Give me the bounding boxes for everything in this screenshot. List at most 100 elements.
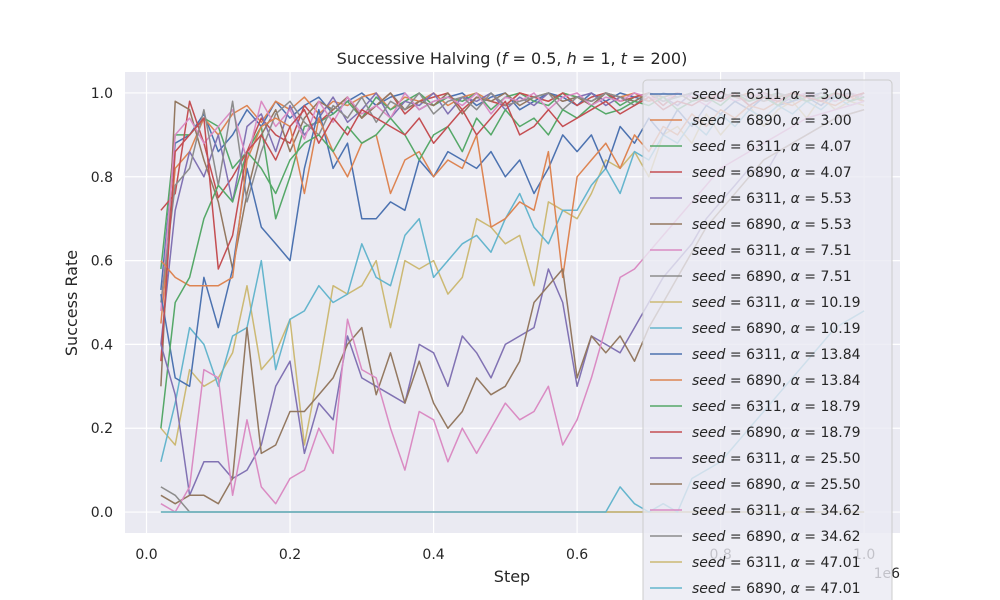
legend-entry: seed = 6890, α = 3.00 xyxy=(650,113,852,129)
legend-label: seed = 6890, α = 4.07 xyxy=(692,165,852,181)
legend-seed-eq: = xyxy=(725,347,746,363)
title-h-value: 1 xyxy=(600,49,610,68)
legend-alpha-value: 5.53 xyxy=(820,191,851,207)
legend-seed-eq: = xyxy=(725,451,746,467)
x-tick-label: 0.0 xyxy=(135,547,157,563)
legend-alpha-symbol: α xyxy=(791,243,801,259)
legend-seed-value: 6311 xyxy=(746,399,782,415)
legend-alpha-value: 7.51 xyxy=(820,243,851,259)
legend-seed-value: 6890 xyxy=(746,581,782,597)
legend-sep: , xyxy=(782,399,791,415)
legend-seed-symbol: seed xyxy=(692,503,726,519)
legend-sep: , xyxy=(782,529,791,545)
legend-entry: seed = 6311, α = 13.84 xyxy=(650,347,861,363)
legend-entry: seed = 6311, α = 10.19 xyxy=(650,295,861,311)
title-h-symbol: h xyxy=(567,49,577,68)
legend-alpha-value: 18.79 xyxy=(820,425,860,441)
legend-alpha-symbol: α xyxy=(791,529,801,545)
legend-entry: seed = 6311, α = 34.62 xyxy=(650,503,861,519)
legend-alpha-eq: = xyxy=(800,451,821,467)
legend-alpha-value: 25.50 xyxy=(820,451,860,467)
title-f-eq: = xyxy=(507,49,531,68)
legend-alpha-eq: = xyxy=(800,555,821,571)
legend-seed-value: 6890 xyxy=(746,269,782,285)
legend-entry: seed = 6890, α = 47.01 xyxy=(650,581,861,597)
legend-seed-eq: = xyxy=(725,399,746,415)
legend-seed-eq: = xyxy=(725,581,746,597)
legend-alpha-symbol: α xyxy=(791,269,801,285)
legend-seed-symbol: seed xyxy=(692,295,726,311)
legend-alpha-eq: = xyxy=(800,165,821,181)
legend-seed-eq: = xyxy=(725,477,746,493)
legend-label: seed = 6890, α = 3.00 xyxy=(692,113,852,129)
legend-alpha-value: 5.53 xyxy=(820,217,851,233)
legend-sep: , xyxy=(782,243,791,259)
legend-alpha-symbol: α xyxy=(791,321,801,337)
legend-alpha-value: 13.84 xyxy=(820,373,860,389)
legend-alpha-symbol: α xyxy=(791,87,801,103)
legend-entry: seed = 6311, α = 25.50 xyxy=(650,451,861,467)
legend-alpha-eq: = xyxy=(800,581,821,597)
legend-sep: , xyxy=(782,113,791,129)
legend-label: seed = 6890, α = 34.62 xyxy=(692,529,861,545)
legend-seed-value: 6890 xyxy=(746,321,782,337)
chart-title-suffix: ) xyxy=(681,49,687,68)
legend-sep: , xyxy=(782,555,791,571)
legend-alpha-eq: = xyxy=(800,295,821,311)
legend-alpha-value: 13.84 xyxy=(820,347,860,363)
legend-seed-eq: = xyxy=(725,529,746,545)
legend-seed-eq: = xyxy=(725,217,746,233)
y-tick-label: 0.8 xyxy=(91,170,113,186)
legend-seed-symbol: seed xyxy=(692,139,726,155)
legend-alpha-eq: = xyxy=(800,503,821,519)
legend-alpha-symbol: α xyxy=(791,347,801,363)
legend-entry: seed = 6311, α = 4.07 xyxy=(650,139,852,155)
legend-seed-eq: = xyxy=(725,555,746,571)
title-sep-1: , xyxy=(556,49,566,68)
legend-seed-value: 6311 xyxy=(746,347,782,363)
legend-label: seed = 6311, α = 7.51 xyxy=(692,243,852,259)
legend-label: seed = 6890, α = 18.79 xyxy=(692,425,861,441)
y-tick-labels: 0.0 0.2 0.4 0.6 0.8 1.0 xyxy=(91,86,113,521)
legend-seed-eq: = xyxy=(725,139,746,155)
legend-seed-value: 6890 xyxy=(746,373,782,389)
legend-seed-eq: = xyxy=(725,87,746,103)
legend-alpha-symbol: α xyxy=(791,373,801,389)
title-t-eq: = xyxy=(627,49,651,68)
legend-sep: , xyxy=(782,373,791,389)
legend-seed-value: 6311 xyxy=(746,243,782,259)
legend-alpha-symbol: α xyxy=(791,217,801,233)
legend-alpha-eq: = xyxy=(800,139,821,155)
legend-seed-value: 6890 xyxy=(746,425,782,441)
legend-entry: seed = 6311, α = 7.51 xyxy=(650,243,852,259)
legend-alpha-value: 25.50 xyxy=(820,477,860,493)
legend-entry: seed = 6890, α = 13.84 xyxy=(650,373,861,389)
legend-entry: seed = 6890, α = 7.51 xyxy=(650,269,852,285)
legend-seed-eq: = xyxy=(725,269,746,285)
legend-sep: , xyxy=(782,425,791,441)
legend-alpha-symbol: α xyxy=(791,503,801,519)
x-tick-label: 0.2 xyxy=(279,547,301,563)
legend-alpha-eq: = xyxy=(800,373,821,389)
legend-alpha-symbol: α xyxy=(791,191,801,207)
legend-alpha-eq: = xyxy=(800,87,821,103)
legend-entry: seed = 6890, α = 18.79 xyxy=(650,425,861,441)
legend-alpha-symbol: α xyxy=(791,581,801,597)
chart-title: Successive Halving (f = 0.5, h = 1, t = … xyxy=(337,49,688,68)
legend-seed-symbol: seed xyxy=(692,191,726,207)
legend-seed-symbol: seed xyxy=(692,243,726,259)
legend-label: seed = 6890, α = 25.50 xyxy=(692,477,861,493)
legend-seed-symbol: seed xyxy=(692,321,726,337)
legend-label: seed = 6890, α = 5.53 xyxy=(692,217,852,233)
legend-alpha-symbol: α xyxy=(791,165,801,181)
legend-alpha-value: 4.07 xyxy=(820,165,851,181)
legend-seed-eq: = xyxy=(725,165,746,181)
y-tick-label: 0.2 xyxy=(91,421,113,437)
legend-alpha-symbol: α xyxy=(791,399,801,415)
legend-entry: seed = 6311, α = 47.01 xyxy=(650,555,861,571)
legend-alpha-eq: = xyxy=(800,217,821,233)
legend-sep: , xyxy=(782,347,791,363)
legend-seed-value: 6890 xyxy=(746,217,782,233)
legend-alpha-eq: = xyxy=(800,529,821,545)
